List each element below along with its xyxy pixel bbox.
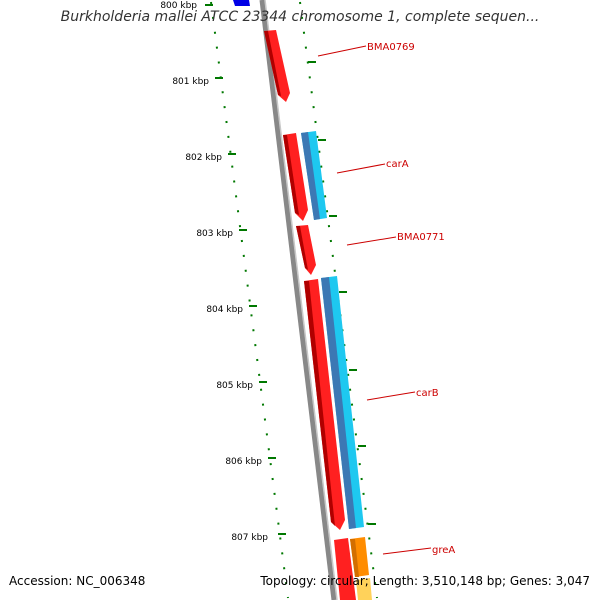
gene-red-804-shade — [304, 281, 335, 526]
inner-dotted-guide — [210, 1, 289, 599]
leader-bma0771 — [346, 236, 397, 246]
gene-yellow-bottom[interactable] — [356, 578, 372, 600]
gene-label-grea[interactable]: greA — [432, 545, 455, 556]
tick-label-806: 806 kbp — [225, 457, 262, 467]
tick-label-801: 801 kbp — [172, 77, 209, 87]
tick-labels: 800 kbp 801 kbp 802 kbp 803 kbp 804 kbp … — [160, 1, 268, 543]
gene-bma0769-shade — [264, 31, 281, 96]
gene-grea-shade — [350, 539, 359, 577]
tick-label-807: 807 kbp — [231, 533, 268, 543]
leader-cara — [336, 163, 386, 174]
leader-carb — [366, 391, 416, 401]
map-title: Burkholderia mallei ATCC 23344 chromosom… — [60, 9, 540, 25]
leader-bma0769 — [317, 45, 367, 57]
gene-carb-shade — [321, 277, 356, 529]
gene-labels: BMA0769 carA BMA0771 carB greA — [367, 42, 455, 556]
gene-red-802-shade — [283, 135, 299, 215]
topology-summary: Topology: circular; Length: 3,510,148 bp… — [260, 574, 590, 588]
tick-label-800: 800 kbp — [160, 1, 197, 11]
gene-cara-shade — [301, 132, 320, 220]
chromosome-backbone — [259, 0, 337, 601]
gene-label-bma0771[interactable]: BMA0771 — [397, 232, 445, 243]
gene-red-807[interactable] — [334, 538, 356, 600]
gene-top-blue[interactable] — [233, 0, 250, 6]
gene-features — [233, 0, 372, 600]
gene-label-carb[interactable]: carB — [416, 388, 439, 399]
accession-text: Accession: NC_006348 — [9, 574, 146, 588]
tick-label-805: 805 kbp — [216, 381, 253, 391]
gene-label-cara[interactable]: carA — [386, 159, 409, 170]
tick-label-802: 802 kbp — [185, 153, 222, 163]
gene-label-leaders — [317, 45, 432, 555]
tick-label-803: 803 kbp — [196, 229, 233, 239]
gene-bma0771-shade — [296, 226, 308, 270]
chromosome-backbone-highlight — [264, 0, 338, 601]
tick-label-804: 804 kbp — [206, 305, 243, 315]
gene-label-bma0769[interactable]: BMA0769 — [367, 42, 415, 53]
tick-marks — [205, 4, 376, 535]
leader-grea — [382, 547, 432, 555]
